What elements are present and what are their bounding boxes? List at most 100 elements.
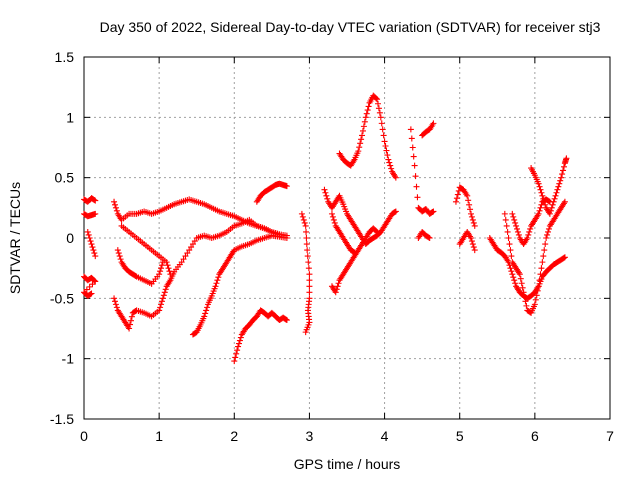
plus-marker	[552, 192, 559, 199]
plus-marker	[525, 231, 532, 238]
plus-marker	[512, 219, 519, 226]
plus-marker	[452, 198, 459, 205]
y-tick-label: 0	[66, 230, 74, 246]
series-track-h	[118, 222, 174, 278]
plus-marker	[509, 271, 516, 278]
plus-marker	[92, 253, 99, 260]
x-tick-label: 7	[606, 428, 614, 444]
y-tick-label: 1	[66, 109, 74, 125]
plus-marker	[507, 265, 514, 272]
plus-marker	[363, 110, 370, 117]
plus-marker	[511, 277, 518, 284]
plus-marker	[92, 197, 99, 204]
plus-marker	[553, 189, 560, 196]
plus-marker	[531, 301, 538, 308]
plus-marker	[537, 204, 544, 211]
plus-marker	[83, 286, 90, 293]
plus-marker	[546, 198, 553, 205]
y-tick-label: -1.5	[50, 411, 74, 427]
series-track-t	[452, 184, 478, 229]
plus-marker	[235, 343, 242, 350]
plus-marker	[519, 284, 526, 291]
plus-marker	[556, 180, 563, 187]
plus-marker	[191, 238, 198, 245]
plus-marker	[546, 210, 553, 217]
plus-marker	[302, 222, 309, 229]
plus-marker	[233, 350, 240, 357]
series-track-y	[509, 196, 553, 248]
plus-marker	[465, 197, 472, 204]
plus-marker	[91, 250, 98, 257]
plus-marker	[558, 174, 565, 181]
x-tick-label: 3	[306, 428, 314, 444]
plus-marker	[536, 207, 543, 214]
plus-marker	[559, 171, 566, 178]
plus-marker	[374, 96, 381, 103]
plus-marker	[517, 275, 524, 282]
plus-marker	[92, 278, 99, 285]
plus-marker	[373, 228, 380, 235]
plus-marker	[523, 302, 530, 309]
series-track-w	[501, 198, 568, 316]
plus-marker	[507, 247, 514, 254]
y-tick-label: 1.5	[55, 49, 75, 65]
plus-marker	[412, 173, 419, 180]
plus-marker	[542, 241, 549, 248]
plus-marker	[92, 210, 99, 217]
plus-marker	[359, 132, 366, 139]
plus-marker	[411, 162, 418, 169]
plus-marker	[305, 259, 312, 266]
plus-marker	[178, 259, 185, 266]
plus-marker	[158, 301, 165, 308]
plus-marker	[453, 195, 460, 202]
series-track-d	[84, 228, 99, 260]
plus-marker	[374, 228, 381, 235]
plus-marker	[429, 209, 436, 216]
plus-marker	[557, 177, 564, 184]
plus-marker	[328, 210, 335, 217]
plus-marker	[212, 283, 219, 290]
plus-marker	[561, 254, 568, 261]
plus-marker	[116, 253, 123, 260]
plus-marker	[302, 329, 309, 336]
plus-marker	[114, 247, 121, 254]
series-track-g	[114, 247, 166, 287]
plus-marker	[283, 183, 290, 190]
plus-marker	[426, 235, 433, 241]
plot-frame	[83, 56, 611, 420]
plus-marker	[322, 189, 329, 196]
plus-marker	[538, 265, 545, 272]
plus-marker	[334, 283, 341, 290]
series-track-c	[81, 273, 99, 299]
data-marks	[81, 92, 570, 365]
plus-marker	[126, 325, 133, 332]
plus-marker	[112, 204, 119, 211]
plus-marker	[410, 153, 417, 160]
plus-marker	[538, 201, 545, 208]
plus-marker	[282, 316, 289, 323]
plus-marker	[84, 228, 91, 235]
x-tick-label: 1	[155, 428, 163, 444]
plus-marker	[464, 192, 471, 199]
plus-marker	[158, 265, 165, 272]
plus-marker	[545, 198, 552, 205]
plus-marker	[111, 198, 118, 205]
plus-marker	[383, 147, 390, 154]
plus-marker	[330, 216, 337, 223]
plus-marker	[203, 307, 210, 314]
plus-marker	[510, 274, 517, 281]
plus-marker	[510, 213, 517, 220]
plus-marker	[541, 247, 548, 254]
plus-marker	[532, 296, 539, 303]
plus-marker	[362, 114, 369, 121]
plus-marker	[360, 123, 367, 130]
plus-marker	[545, 228, 552, 235]
series-track-a	[81, 195, 99, 205]
plus-marker	[350, 248, 357, 255]
plus-marker	[505, 235, 512, 241]
plus-marker	[87, 291, 94, 298]
plus-marker	[560, 254, 567, 261]
plus-marker	[301, 219, 308, 226]
series-track-r	[419, 120, 437, 139]
plus-marker	[157, 304, 164, 311]
